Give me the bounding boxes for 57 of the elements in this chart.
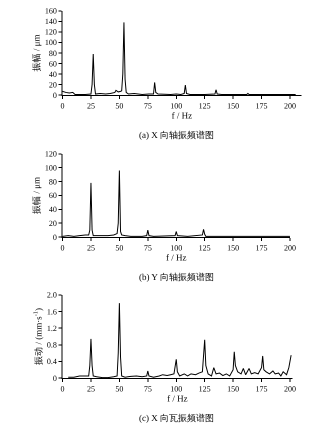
y-tick-label: 0.4 — [46, 357, 57, 366]
y-tick-label: 100 — [44, 38, 57, 48]
x-tick-label: 175 — [256, 244, 268, 253]
x-tick-label: 125 — [198, 102, 211, 111]
y-tick-label: 20 — [48, 218, 57, 228]
x-tick-label: 75 — [144, 102, 152, 111]
y-tick-label: 1.6 — [46, 307, 57, 316]
text: (c) X 向瓦振频谱图 — [139, 413, 214, 423]
y-tick-label: 0 — [52, 232, 57, 242]
y-tick-label: 140 — [44, 17, 57, 26]
y-tick-label: 20 — [48, 80, 57, 90]
x-tick-label: 50 — [115, 384, 124, 394]
x-tick-label: 150 — [227, 102, 240, 111]
x-tick-label: 125 — [198, 244, 211, 253]
y-tick-label: 120 — [44, 28, 57, 37]
y-tick-label: 0 — [52, 374, 57, 383]
x-tick-label: 50 — [115, 244, 124, 253]
text: (b) Y 向轴振频谱图 — [139, 272, 214, 282]
y-tick-label: 60 — [48, 59, 57, 68]
y-tick-label: 100 — [44, 163, 57, 172]
x-axis-title: f / Hz — [166, 252, 186, 263]
x-tick-label: 200 — [284, 244, 296, 253]
x-tick-label: 25 — [86, 384, 95, 394]
y-axis-title: 振幅 / μm — [31, 34, 42, 72]
y-tick-label: 0.8 — [46, 340, 57, 350]
x-tick-label: 100 — [170, 102, 182, 111]
x-tick-label: 75 — [144, 244, 152, 253]
y-tick-label: 40 — [48, 70, 57, 79]
x-tick-label: 100 — [170, 384, 182, 394]
y-tick-label: 80 — [48, 177, 57, 186]
y-tick-label: 160 — [44, 6, 57, 16]
y-tick-label: 2.0 — [46, 290, 57, 300]
x-tick-label: 150 — [227, 384, 240, 394]
x-tick-label: 200 — [284, 102, 296, 111]
y-tick-label: 1.2 — [46, 324, 57, 333]
x-tick-label: 200 — [284, 384, 296, 394]
y-axis-title: 振幅 / μm — [31, 177, 42, 214]
x-tick-label: 25 — [86, 102, 95, 111]
x-tick-label: 175 — [256, 102, 268, 111]
y-tick-label: 60 — [48, 191, 57, 200]
x-tick-label: 125 — [198, 384, 211, 394]
x-tick-label: 100 — [170, 244, 182, 253]
x-tick-label: 50 — [115, 102, 124, 111]
x-axis-title: f / Hz — [167, 394, 188, 404]
text: (a) X 向轴振频谱图 — [139, 130, 214, 140]
y-tick-label: 40 — [48, 205, 57, 214]
y-tick-label: 80 — [48, 48, 57, 58]
y-tick-label: 120 — [44, 150, 57, 159]
x-tick-label: 75 — [144, 384, 152, 394]
x-axis-title: f / Hz — [172, 110, 192, 121]
x-tick-label: 0 — [60, 244, 65, 253]
x-tick-label: 175 — [256, 384, 268, 394]
x-tick-label: 150 — [227, 244, 240, 253]
x-tick-label: 0 — [60, 102, 65, 111]
x-tick-label: 25 — [86, 244, 95, 253]
y-tick-label: 0 — [52, 90, 57, 100]
x-tick-label: 0 — [60, 384, 65, 394]
